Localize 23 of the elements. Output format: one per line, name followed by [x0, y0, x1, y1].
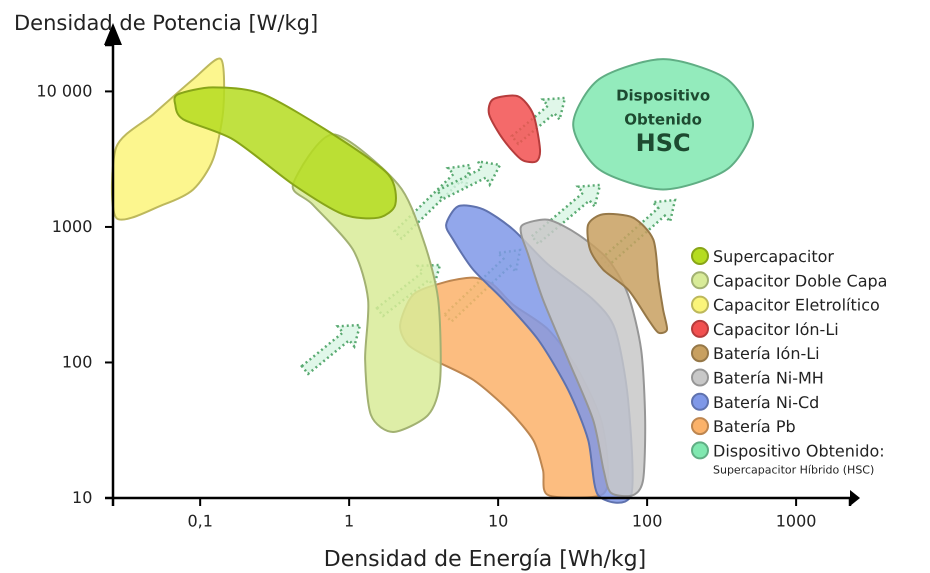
x-tick-label: 10 [488, 512, 508, 531]
legend-label: Capacitor Eletrolítico [713, 296, 880, 315]
x-tick-label: 100 [632, 512, 662, 531]
x-tick-label: 0,1 [187, 512, 213, 531]
annotation: HSC [636, 128, 691, 157]
annotation: Dispositivo [616, 86, 710, 104]
y-axis-title: Densidad de Potencia [W/kg] [14, 11, 318, 35]
x-axis-title: Densidad de Energía [Wh/kg] [324, 547, 646, 572]
legend-label: Batería Ni-Cd [713, 392, 820, 412]
x-tick-label: 1000 [776, 512, 816, 531]
legend-label: Batería Ión-Li [713, 344, 820, 364]
y-tick-label: 10 000 [36, 82, 92, 101]
legend-label: Dispositivo Obtenido: Supercapacitor Híbrido (HSC) [713, 441, 885, 476]
annotation: Obtenido [624, 110, 702, 128]
legend-label: Batería Pb [713, 417, 796, 436]
y-tick-label: 100 [62, 352, 92, 372]
x-tick-label: 1 [344, 512, 354, 531]
legend-label: Capacitor Ión-Li [713, 320, 839, 339]
legend-label: Supercapacitor [713, 247, 834, 266]
legend-label: Capacitor Doble Capa [713, 271, 888, 290]
y-tick-label: 10 [72, 488, 92, 508]
legend-label: Batería Ni-MH [713, 368, 824, 388]
y-tick-label: 1000 [52, 217, 92, 236]
